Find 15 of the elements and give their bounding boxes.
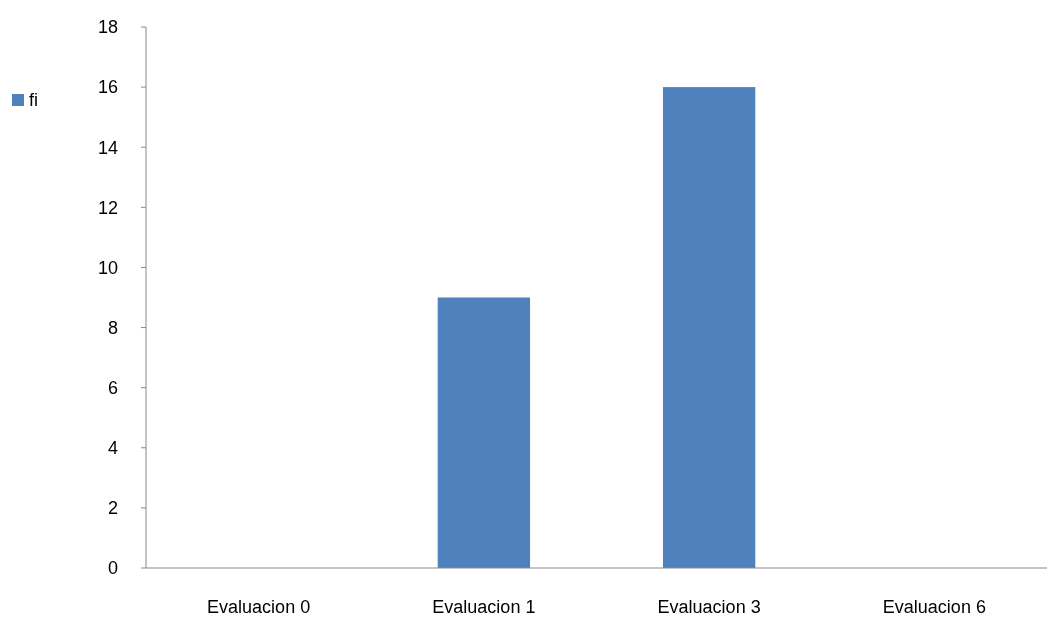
y-tick-label: 2 xyxy=(107,498,118,519)
x-tick-label: Evaluacion 6 xyxy=(882,597,986,617)
y-tick-label: 14 xyxy=(97,137,118,158)
y-tick-label: 6 xyxy=(107,377,118,398)
x-tick-label: Evaluacion 0 xyxy=(207,597,311,617)
y-tick-label: 10 xyxy=(97,257,118,278)
x-tick-label: Evaluacion 1 xyxy=(432,597,536,617)
y-tick-label: 0 xyxy=(107,558,118,579)
y-tick-label: 16 xyxy=(97,77,118,98)
legend-label: fi xyxy=(29,90,38,111)
y-tick-label: 4 xyxy=(107,438,118,459)
x-tick-label: Evaluacion 3 xyxy=(657,597,761,617)
y-tick-label: 18 xyxy=(97,17,118,38)
y-tick-label: 8 xyxy=(107,317,118,338)
y-tick-label: 12 xyxy=(97,197,118,218)
